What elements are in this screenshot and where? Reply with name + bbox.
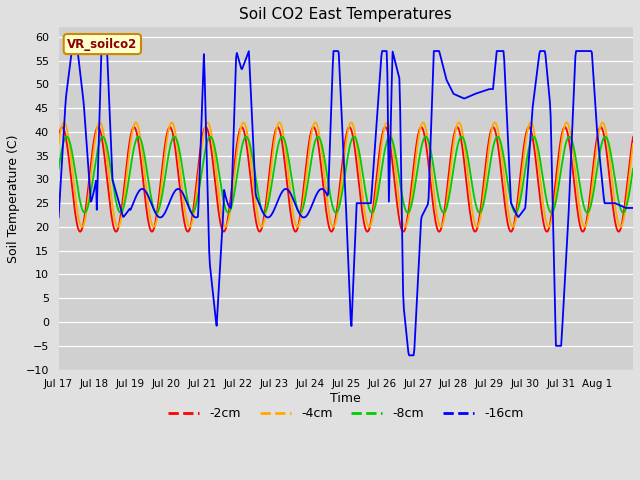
- Legend: -2cm, -4cm, -8cm, -16cm: -2cm, -4cm, -8cm, -16cm: [163, 402, 529, 425]
- Y-axis label: Soil Temperature (C): Soil Temperature (C): [7, 134, 20, 263]
- X-axis label: Time: Time: [330, 392, 361, 405]
- Title: Soil CO2 East Temperatures: Soil CO2 East Temperatures: [239, 7, 452, 22]
- Text: VR_soilco2: VR_soilco2: [67, 37, 138, 50]
